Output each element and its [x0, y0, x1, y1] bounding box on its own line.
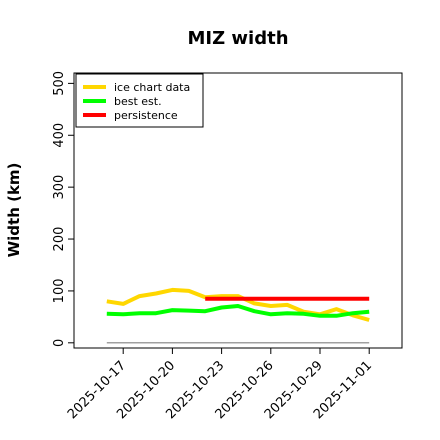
y-tick-label: 100 — [52, 279, 67, 304]
y-tick-label: 400 — [52, 123, 67, 148]
series-line-best-est — [106, 304, 370, 318]
series-layer — [106, 287, 370, 344]
plot-frame — [73, 72, 403, 349]
legend-box — [75, 73, 204, 128]
y-tick-label: 200 — [52, 227, 67, 252]
y-tick-label: 500 — [52, 71, 67, 96]
y-axis: 0 100 200 300 400 500 — [52, 71, 74, 347]
legend-label: ice chart data — [114, 81, 190, 94]
series-line-ice-chart-data — [106, 287, 370, 322]
y-tick-label: 300 — [52, 175, 67, 200]
y-axis-label: Width (km) — [5, 163, 23, 258]
x-axis: 2025-10-172025-10-202025-10-232025-10-26… — [65, 348, 375, 422]
legend-label: persistence — [114, 109, 178, 122]
chart-title: MIZ width — [187, 28, 288, 49]
y-tick-label: 0 — [52, 339, 67, 347]
legend-label: best est. — [114, 95, 162, 108]
